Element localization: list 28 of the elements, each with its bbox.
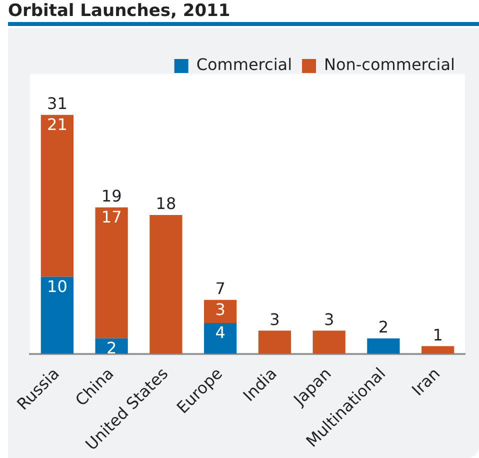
data-label: 17 xyxy=(101,208,122,226)
total-label: 19 xyxy=(101,186,122,206)
legend-label: Commercial xyxy=(196,55,292,74)
data-label: 2 xyxy=(106,338,117,358)
bar xyxy=(204,300,237,323)
bar xyxy=(95,207,128,338)
bar xyxy=(422,346,454,354)
total-label: 18 xyxy=(156,194,176,214)
bar xyxy=(40,276,74,354)
chart-title: Orbital Launches, 2011 xyxy=(7,0,232,22)
total-label: 31 xyxy=(47,94,68,113)
data-label: 3 xyxy=(215,300,226,320)
x-tick-label: Iran xyxy=(408,364,444,400)
total-label: 7 xyxy=(215,279,226,298)
total-label: 3 xyxy=(324,310,334,329)
data-label: 10 xyxy=(47,276,68,296)
bar xyxy=(312,330,346,354)
bar xyxy=(40,114,74,277)
legend-label: Non-commercial xyxy=(324,55,456,74)
bar xyxy=(258,330,291,354)
total-label: 2 xyxy=(378,318,389,337)
bar xyxy=(204,322,237,354)
data-label: 21 xyxy=(47,114,68,134)
bar xyxy=(150,215,182,354)
data-label: 4 xyxy=(215,323,226,342)
bar xyxy=(367,338,400,354)
total-label: 3 xyxy=(270,310,280,329)
total-label: 1 xyxy=(432,325,443,344)
